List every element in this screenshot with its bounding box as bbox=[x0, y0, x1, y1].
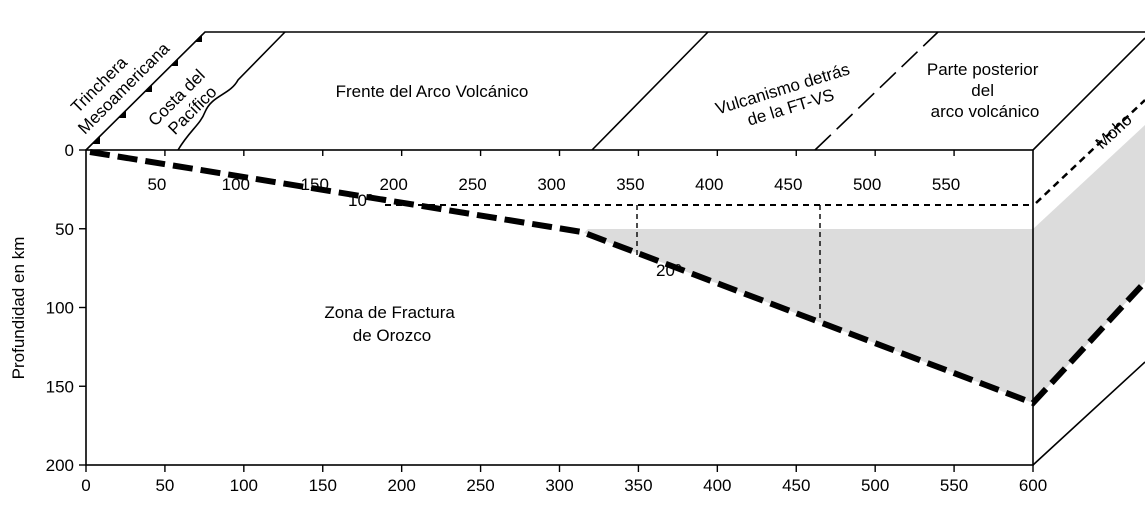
x-tick-label: 400 bbox=[703, 476, 731, 495]
coast-line bbox=[177, 31, 286, 151]
inner-x-tick-label: 450 bbox=[774, 175, 802, 194]
inner-x-tick-label: 300 bbox=[537, 175, 565, 194]
y-tick-label: 0 bbox=[65, 141, 74, 160]
zone-label: Zona de Fractura de Orozco bbox=[324, 303, 459, 345]
inner-x-tick-label: 200 bbox=[379, 175, 407, 194]
slab bbox=[89, 149, 1145, 407]
y-tick-label: 200 bbox=[46, 456, 74, 475]
x-tick-label: 50 bbox=[155, 476, 174, 495]
label-line: Zona de Fractura bbox=[324, 303, 455, 322]
x-tick-label: 450 bbox=[782, 476, 810, 495]
x-tick-label: 300 bbox=[545, 476, 573, 495]
inner-x-tick-label: 50 bbox=[147, 175, 166, 194]
inner-x-tick-label: 400 bbox=[695, 175, 723, 194]
shaded-region-side bbox=[1033, 125, 1145, 403]
divider bbox=[591, 31, 709, 151]
x-tick-label: 250 bbox=[466, 476, 494, 495]
x-tick-label: 350 bbox=[624, 476, 652, 495]
divider-dashed bbox=[814, 31, 939, 151]
inner-x-tick-label: 550 bbox=[932, 175, 960, 194]
x-tick-label: 150 bbox=[309, 476, 337, 495]
angle-label: 20º bbox=[656, 261, 681, 280]
rear-label: Parte posterior del arco volcánico bbox=[927, 60, 1043, 121]
bottom-right-edge bbox=[1032, 361, 1145, 466]
x-tick-label: 600 bbox=[1019, 476, 1047, 495]
inner-x-tick-label: 250 bbox=[458, 175, 486, 194]
y-tick-label: 100 bbox=[46, 299, 74, 318]
x-tick-label: 500 bbox=[861, 476, 889, 495]
label-line: del bbox=[971, 81, 994, 100]
label-line: arco volcánico bbox=[931, 102, 1040, 121]
x-tick-label: 0 bbox=[81, 476, 90, 495]
inner-x-tick-label: 100 bbox=[222, 175, 250, 194]
x-tick-label: 200 bbox=[387, 476, 415, 495]
top-right-edge bbox=[1032, 37, 1145, 151]
coast-label: Costa del Pacífico bbox=[145, 62, 227, 144]
inner-x-tick-label: 150 bbox=[301, 175, 329, 194]
angle-label: 10º bbox=[348, 191, 373, 210]
y-axis-label: Profundidad en km bbox=[9, 237, 28, 380]
y-tick-label: 150 bbox=[46, 377, 74, 396]
label-line: Parte posterior bbox=[927, 60, 1039, 79]
y-tick-label: 50 bbox=[55, 220, 74, 239]
label-line: de Orozco bbox=[353, 326, 431, 345]
moho-line bbox=[1035, 99, 1145, 204]
x-tick-label: 550 bbox=[940, 476, 968, 495]
x-tick-label: 100 bbox=[230, 476, 258, 495]
inner-x-tick-label: 350 bbox=[616, 175, 644, 194]
trench-teeth bbox=[92, 34, 202, 144]
front-label: Frente del Arco Volcánico bbox=[336, 82, 529, 101]
inner-x-tick-label: 500 bbox=[853, 175, 881, 194]
